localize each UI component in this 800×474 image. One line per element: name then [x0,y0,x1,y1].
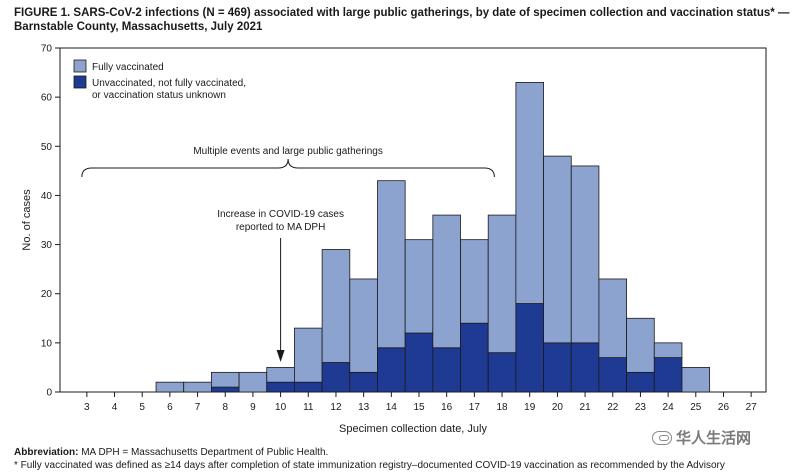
bar-unvaccinated [404,332,434,393]
arrow-head [276,350,285,362]
bar-fully-vaccinated [155,381,185,393]
bar-fully-vaccinated [653,342,683,359]
bar-unvaccinated [515,303,544,393]
x-tick-label: 4 [112,402,118,413]
x-axis-label: Specimen collection date, July [339,423,487,435]
x-tick-label: 24 [663,402,675,413]
x-tick-label: 9 [250,402,256,413]
bar-unvaccinated [598,357,627,393]
vaccination-footnote: * Fully vaccinated was defined as ≥14 da… [14,460,725,471]
bar-fully-vaccinated [238,371,268,393]
bar-unvaccinated [543,342,572,393]
bar-unvaccinated [570,342,600,393]
abbreviation-footnote: Abbreviation: MA DPH = Massachusetts Dep… [14,447,328,459]
bar-fully-vaccinated [377,180,406,349]
y-axis-label: No. of cases [21,189,33,251]
bar-unvaccinated [460,322,489,393]
bar-fully-vaccinated [598,278,627,359]
x-tick-label: 16 [441,402,453,413]
x-tick-label: 15 [413,402,425,413]
x-tick-label: 10 [275,402,287,413]
bar-fully-vaccinated [183,381,212,393]
x-tick-label: 25 [690,402,702,413]
bar-fully-vaccinated [349,278,378,373]
x-tick-label: 12 [330,402,342,413]
bar-fully-vaccinated [266,367,295,383]
abbreviation-label: Abbreviation: [14,447,79,458]
y-tick-label: 10 [41,338,53,349]
x-tick-label: 7 [195,402,201,413]
x-tick-label: 19 [524,402,536,413]
legend-swatch-fully-vaccinated [73,59,87,73]
x-tick-label: 14 [386,402,398,413]
x-tick-label: 27 [746,402,758,413]
y-tick-label: 30 [41,240,53,251]
x-tick-label: 22 [607,402,619,413]
brace-annotation [81,158,495,178]
x-tick-label: 23 [635,402,647,413]
bar-fully-vaccinated [294,327,323,383]
y-tick-label: 20 [41,289,53,300]
y-tick-label: 40 [41,191,53,202]
bar-unvaccinated [210,386,240,393]
abbreviation-text: MA DPH = Massachusetts Department of Pub… [78,447,329,458]
x-tick-label: 21 [580,402,592,413]
bar-unvaccinated [432,347,461,393]
x-tick-label: 5 [139,402,145,413]
bar-unvaccinated [487,352,517,393]
bar-unvaccinated [266,381,295,393]
x-tick-label: 13 [358,402,370,413]
bar-fully-vaccinated [321,249,351,363]
bar-fully-vaccinated [210,371,240,388]
x-tick-label: 20 [552,402,564,413]
figure-title: FIGURE 1. SARS-CoV-2 infections (N = 469… [14,7,790,33]
bar-fully-vaccinated [487,214,517,354]
watermark-text: 华人生活网 [676,430,752,447]
x-tick-label: 3 [84,402,90,413]
bar-unvaccinated [626,371,655,393]
watermark: 华人生活网 [652,427,751,448]
x-tick-label: 6 [167,402,173,413]
bar-fully-vaccinated [543,155,572,344]
x-tick-label: 17 [469,402,481,413]
bar-fully-vaccinated [570,165,600,344]
bar-fully-vaccinated [515,82,544,304]
bar-fully-vaccinated [626,317,655,373]
bar-unvaccinated [294,381,323,393]
legend-swatch-unvaccinated [73,75,87,89]
y-tick-label: 0 [46,388,52,399]
bar-fully-vaccinated [404,239,434,334]
bar-fully-vaccinated [432,214,461,349]
legend-label-unvaccinated: or vaccination status unknown [92,90,226,101]
x-tick-label: 8 [222,402,228,413]
y-tick-label: 50 [41,142,53,153]
arrow-label: reported to MA DPH [236,222,325,233]
x-tick-label: 26 [718,402,730,413]
arrow-label: Increase in COVID-19 cases [217,209,344,220]
bar-fully-vaccinated [460,239,489,324]
bar-unvaccinated [377,347,406,393]
bar-unvaccinated [349,371,378,393]
wechat-icon [652,430,672,445]
x-tick-label: 18 [496,402,508,413]
bar-unvaccinated [321,362,351,393]
brace-label: Multiple events and large public gatheri… [193,146,383,157]
x-tick-label: 11 [303,402,314,413]
bar-fully-vaccinated [681,367,711,393]
y-tick-label: 70 [41,44,53,55]
legend-label-fully-vaccinated: Fully vaccinated [92,62,164,73]
bar-unvaccinated [653,357,683,393]
y-tick-label: 60 [41,93,53,104]
legend-label-unvaccinated: Unvaccinated, not fully vaccinated, [92,78,246,89]
